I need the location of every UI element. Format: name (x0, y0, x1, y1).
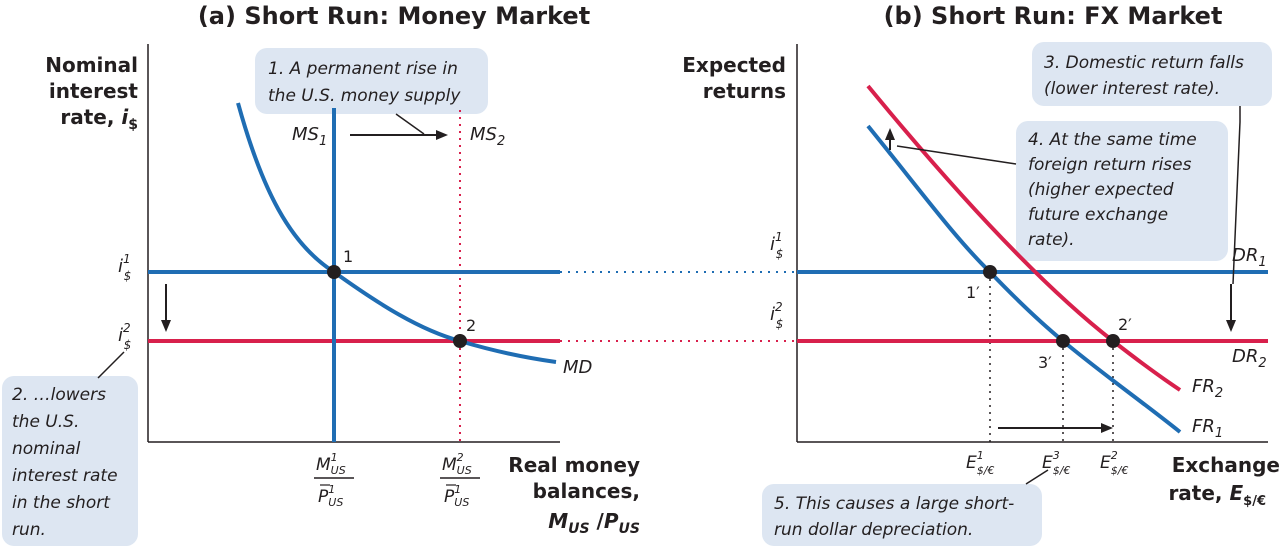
note-1-leader (395, 113, 425, 135)
left-tick-m1: M1 US P1 US (314, 451, 354, 509)
note-4-leader (896, 145, 1017, 165)
note-4-line2: foreign return rises (1028, 155, 1192, 175)
left-tick-i2: i2 $ (118, 321, 131, 352)
note-1-box (255, 48, 488, 114)
left-panel-title: (a) Short Run: Money Market (198, 2, 590, 30)
equilibrium-point-2p (1106, 334, 1120, 348)
note-3-line2: (lower interest rate). (1044, 79, 1220, 99)
ms-shift-arrowhead (436, 130, 448, 140)
equilibrium-point-3p (1056, 334, 1070, 348)
note-2-line5: in the short (12, 493, 111, 513)
left-y-title-line1: Nominal (45, 53, 138, 77)
note-4-line5: rate). (1028, 230, 1075, 250)
right-tick-e3: E3 $/€ (1042, 449, 1070, 477)
note-2-line1: 2. …lowers (12, 385, 106, 405)
right-tick-e2: E2 $/€ (1100, 449, 1128, 477)
note-5-leader (1025, 469, 1049, 485)
equilibrium-point-2 (453, 334, 467, 348)
left-x-title-line3: MUS /PUS (548, 509, 640, 537)
point-label-1p: 1′ (966, 283, 980, 302)
note-3-box (1032, 42, 1272, 106)
note-4-box (1016, 121, 1228, 261)
note-2-line6: run. (12, 520, 46, 540)
right-y-title-line2: returns (703, 79, 786, 103)
fr1-label: FR1 (1192, 416, 1223, 441)
left-down-arrowhead (161, 320, 171, 332)
right-y-title-line1: Expected (682, 53, 786, 77)
right-tick-e1: E1 $/€ (966, 449, 994, 477)
note-4-line1: 4. At the same time (1028, 130, 1197, 150)
right-down-arrowhead (1226, 320, 1236, 332)
right-x-title-line1: Exchange (1172, 453, 1280, 477)
note-2-box (2, 376, 138, 546)
right-x-title-line2: rate, E$/€ (1168, 481, 1266, 509)
point-label-1: 1 (343, 247, 353, 266)
left-x-title-line2: balances, (533, 479, 640, 503)
md-curve (236, 102, 557, 364)
note-5-box (762, 484, 1042, 546)
note-4-line4: future exchange (1028, 205, 1168, 225)
note-4-line3: (higher expected (1028, 180, 1174, 200)
left-tick-m2: M2 US P1 US (440, 451, 480, 509)
point-label-2p: 2′ (1118, 315, 1132, 334)
md-label: MD (563, 357, 592, 378)
right-panel-title: (b) Short Run: FX Market (884, 2, 1223, 30)
depreciation-arrowhead (1101, 423, 1113, 433)
equilibrium-point-1 (327, 265, 341, 279)
right-tick-i2: i2 $ (770, 300, 783, 331)
note-2-leader (97, 351, 125, 379)
left-y-title-line2: interest (49, 79, 139, 103)
fr1-curve (866, 124, 1182, 434)
note-2-line4: interest rate (12, 466, 118, 486)
dr2-label: DR2 (1232, 346, 1267, 371)
left-x-title-line1: Real money (508, 453, 640, 477)
equilibrium-point-1p (983, 265, 997, 279)
left-y-title-line3: rate, i$ (60, 105, 138, 133)
note-5-line2: run dollar depreciation. (774, 520, 973, 540)
right-tick-i1: i1 $ (770, 230, 783, 261)
note-1-line2: the U.S. money supply (268, 86, 461, 106)
dr1-label: DR1 (1232, 245, 1267, 270)
fr2-label: FR2 (1192, 376, 1223, 401)
note-5-line1: 5. This causes a large short- (774, 494, 1014, 514)
fr-up-arrowhead (885, 128, 895, 140)
note-3-leader (1232, 106, 1241, 285)
ms2-label: MS2 (470, 124, 505, 149)
note-1-line1: 1. A permanent rise in (268, 59, 458, 79)
point-label-3p: 3′ (1038, 353, 1052, 372)
left-tick-i1: i1 $ (118, 252, 131, 283)
point-label-2: 2 (466, 316, 476, 335)
note-2-line2: the U.S. (12, 412, 79, 432)
note-3-line1: 3. Domestic return falls (1044, 53, 1244, 73)
note-2-line3: nominal (12, 439, 81, 459)
fr2-curve (866, 84, 1182, 392)
ms1-label: MS1 (292, 124, 327, 149)
